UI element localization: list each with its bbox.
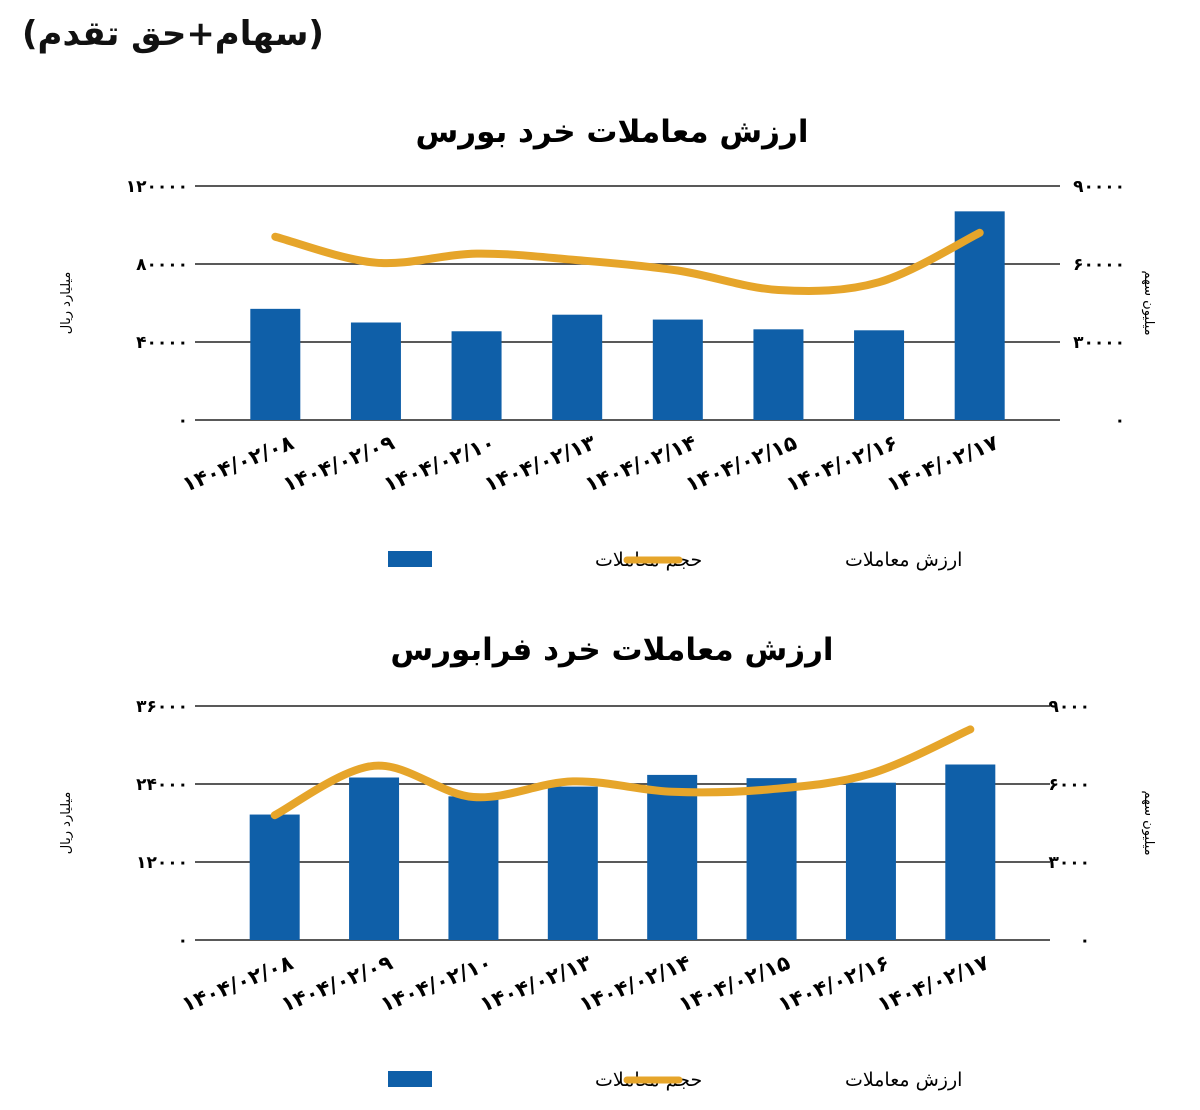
line-point-7 [878,281,881,284]
y-tick-label: ۱۲۰۰۰۰ [126,177,188,197]
x-tick-label: ۱۴۰۴/۰۲/۱۴ [576,950,694,1016]
x-tick-label: ۱۴۰۴/۰۲/۰۹ [280,430,398,496]
line-point-2 [374,261,377,264]
y2-tick-label: ۳۰۰۰۰ [1073,333,1125,353]
line-point-3 [472,796,475,798]
line-point-6 [777,289,780,291]
bar-8 [945,764,996,940]
line-point-8 [969,728,972,731]
x-tick-label: ۱۴۰۴/۰۲/۱۴ [581,430,699,496]
line-point-1 [274,235,277,238]
y2-tick-label: ۹۰۰۰۰ [1073,177,1125,197]
line-series [270,725,975,820]
y-axis-label: میلیارد ریال [59,272,74,335]
x-tick-label: ۱۴۰۴/۰۲/۱۵ [682,430,800,496]
bar-4 [547,786,598,940]
line-point-6 [770,788,773,791]
y2-tick-label: ۳۰۰۰ [1048,853,1090,873]
line-point-5 [676,269,679,272]
chart-title: ارزش معاملات خرد فرابورس [390,632,833,668]
line-point-1 [273,814,276,817]
chart-retail-bourse: ارزش معاملات خرد بورس ۱۲۰۰۰۰ ۹۰۰۰۰ ۸۰۰۰۰ ۶۰۰… [59,114,1156,571]
bar-4 [552,314,603,420]
bar-7 [845,782,896,940]
bar-5 [647,774,698,940]
x-tick-label: ۱۴۰۴/۰۲/۱۷ [874,950,992,1016]
bar-2 [350,322,401,420]
line-point-8 [978,231,981,234]
y-tick-label: ۴۰۰۰۰ [136,333,188,353]
x-tick-label: ۱۴۰۴/۰۲/۱۳ [481,430,599,496]
y-tick-label: ۲۴۰۰۰ [136,775,188,795]
x-tick-label: ۱۴۰۴/۰۲/۰۹ [278,950,396,1016]
bar-6 [753,329,804,420]
bar-5 [652,319,703,420]
y2-tick-label: ۹۰۰۰ [1048,697,1090,717]
y2-tick-label: ۰ [1115,411,1125,431]
chart-retail-farabourse: ارزش معاملات خرد فرابورس ۳۶۰۰۰ ۹۰۰۰ ۲۴۰۰۰ ۶۰… [59,632,1156,1091]
x-tick-label: ۱۴۰۴/۰۲/۱۷ [883,430,1001,496]
line-point-5 [671,790,674,793]
bar-3 [451,331,502,420]
x-tick-label: ۱۴۰۴/۰۲/۰۸ [178,950,296,1016]
y2-axis-label: میلیون سهم [1141,790,1156,855]
y2-tick-label: ۰ [1080,931,1090,951]
x-tick-label: ۱۴۰۴/۰۲/۱۰ [380,430,498,496]
x-tick-label: ۱۴۰۴/۰۲/۱۰ [377,950,495,1016]
y-axis-label: میلیارد ریال [59,792,74,855]
y2-axis-label: میلیون سهم [1141,270,1156,335]
legend-label-line: ارزش معاملات [845,549,962,571]
bar-7 [854,330,905,420]
x-tick-label: ۱۴۰۴/۰۲/۱۶ [775,950,893,1016]
legend-swatch-bar [388,551,432,567]
bar-1 [250,308,301,420]
page-heading: (سهام+حق تقدم) [22,14,324,54]
x-tick-label: ۱۴۰۴/۰۲/۱۵ [675,950,793,1016]
y2-tick-label: ۶۰۰۰ [1048,775,1090,795]
chart-title: ارزش معاملات خرد بورس [416,114,809,150]
line-point-7 [869,772,872,775]
x-tick-label: ۱۴۰۴/۰۲/۱۶ [783,430,901,496]
y-tick-label: ۰ [178,411,188,431]
y2-tick-label: ۶۰۰۰۰ [1073,255,1125,275]
y-tick-label: ۰ [178,931,188,951]
y-tick-label: ۳۶۰۰۰ [136,697,188,717]
x-tick-label: ۱۴۰۴/۰۲/۰۸ [179,430,297,496]
legend-label-line: ارزش معاملات [845,1069,962,1091]
x-tick-label: ۱۴۰۴/۰۲/۱۳ [476,950,594,1016]
bar-2 [349,777,400,940]
line-point-4 [571,780,574,783]
bar-6 [746,778,797,940]
bar-1 [249,814,300,940]
line-point-4 [576,259,579,262]
y-tick-label: ۱۲۰۰۰ [136,853,188,873]
line-series [271,228,984,295]
y-tick-label: ۸۰۰۰۰ [136,255,188,275]
bar-3 [448,796,499,940]
line-point-2 [373,764,376,767]
line-point-3 [475,252,478,255]
legend-swatch-bar [388,1071,432,1087]
